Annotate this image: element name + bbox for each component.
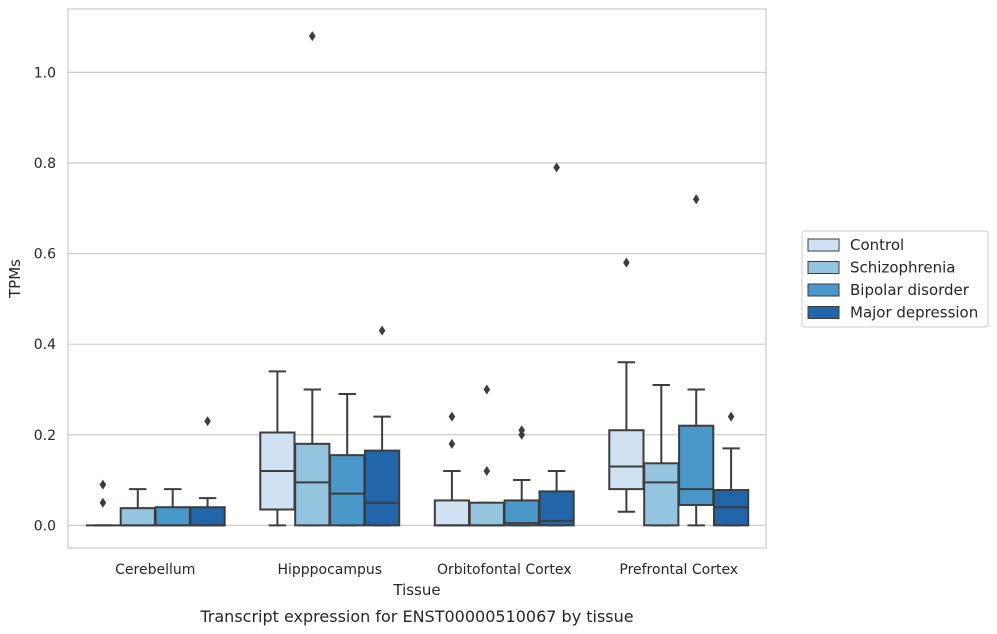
box-schizophrenia	[468, 384, 505, 527]
outlier-point	[553, 162, 560, 173]
outlier-point	[692, 194, 700, 205]
box-schizophrenia	[294, 31, 331, 527]
y-tick-label: 0.6	[34, 247, 56, 263]
iqr-box	[433, 499, 471, 527]
outlier-point	[727, 411, 735, 422]
x-tick-label: Cerebellum	[115, 562, 195, 578]
iqr-box	[119, 507, 156, 527]
x-tick-label: Prefrontal Cortex	[619, 562, 738, 578]
outlier-point	[448, 411, 456, 422]
y-tick-label: 0.0	[34, 518, 56, 534]
iqr-box	[538, 490, 575, 527]
iqr-box	[189, 506, 226, 527]
iqr-box	[294, 442, 331, 527]
legend-frame	[801, 230, 989, 328]
box-control	[433, 411, 471, 527]
outlier-point	[99, 497, 107, 508]
y-axis-label: TPMs	[6, 259, 24, 299]
y-tick-label: 1.0	[34, 65, 56, 81]
plot-area-frame	[67, 8, 767, 549]
iqr-box	[678, 424, 715, 506]
legend-swatch	[807, 283, 840, 297]
legend-label: Bipolar disorder	[850, 281, 970, 299]
legend: Control Schizophrenia Bipolar disorder Majo…	[801, 230, 989, 328]
legend-swatch	[807, 238, 840, 252]
x-axis-ticks: Cerebellum Hipppocampus Orbitofontal Corte…	[115, 562, 738, 578]
outlier-point	[378, 325, 386, 336]
x-axis-label: Tissue	[392, 581, 440, 599]
iqr-box	[329, 454, 366, 527]
box-control	[85, 479, 121, 527]
outlier-point	[518, 425, 525, 436]
y-axis-ticks: 0.0 0.2 0.4 0.6 0.8 1.0	[34, 65, 56, 534]
box-bipolar-disorder	[154, 488, 191, 527]
box-major-depression	[538, 162, 575, 527]
legend-swatch	[807, 306, 840, 319]
legend-label: Schizophrenia	[850, 259, 955, 277]
x-tick-label: Orbitofontal Cortex	[437, 562, 572, 578]
y-tick-label: 0.2	[34, 428, 56, 444]
x-tick-label: Hipppocampus	[277, 562, 382, 578]
outlier-point	[483, 384, 491, 395]
iqr-box	[608, 429, 645, 491]
box-major-depression	[712, 411, 750, 527]
outlier-point	[623, 257, 630, 268]
legend-label: Control	[850, 236, 904, 254]
box-bipolar-disorder	[329, 393, 366, 527]
outlier-point	[99, 479, 107, 490]
outlier-point	[309, 31, 316, 42]
iqr-box	[363, 449, 401, 527]
iqr-box	[643, 462, 680, 527]
y-tick-label: 0.8	[34, 156, 56, 172]
box-bipolar-disorder	[503, 425, 540, 527]
outlier-point	[448, 438, 456, 449]
box-bipolar-disorder	[678, 194, 715, 527]
box-control	[608, 257, 645, 513]
box-groups	[85, 31, 750, 527]
box-schizophrenia	[643, 383, 680, 527]
iqr-box	[503, 499, 540, 527]
y-tick-label: 0.4	[34, 337, 56, 353]
chart-caption: Transcript expression for ENST0000051006…	[199, 607, 633, 626]
box-control	[259, 370, 296, 527]
iqr-box	[154, 506, 191, 527]
box-major-depression	[363, 325, 401, 527]
legend-swatch	[807, 261, 840, 274]
iqr-box	[468, 501, 505, 527]
outlier-point	[483, 466, 491, 476]
box-major-depression	[189, 416, 226, 527]
legend-label: Major depression	[850, 304, 978, 322]
box-schizophrenia	[119, 488, 156, 527]
outlier-point	[204, 416, 211, 427]
